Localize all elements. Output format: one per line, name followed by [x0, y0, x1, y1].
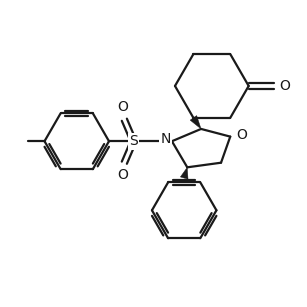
Text: S: S [129, 134, 138, 148]
Polygon shape [190, 116, 201, 129]
Polygon shape [181, 167, 188, 179]
Text: O: O [279, 79, 290, 93]
Text: O: O [236, 128, 247, 142]
Text: O: O [117, 100, 128, 114]
Text: O: O [117, 168, 128, 182]
Text: N: N [161, 132, 171, 146]
